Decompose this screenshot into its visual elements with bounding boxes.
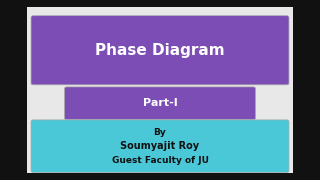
FancyBboxPatch shape [27, 7, 293, 173]
FancyBboxPatch shape [31, 16, 289, 85]
Text: Soumyajit Roy: Soumyajit Roy [120, 141, 200, 151]
FancyBboxPatch shape [64, 87, 255, 120]
Text: Part-I: Part-I [143, 98, 177, 108]
FancyBboxPatch shape [31, 120, 289, 172]
Text: Phase Diagram: Phase Diagram [95, 43, 225, 58]
Text: By: By [154, 128, 166, 137]
Text: Guest Faculty of JU: Guest Faculty of JU [111, 156, 209, 165]
